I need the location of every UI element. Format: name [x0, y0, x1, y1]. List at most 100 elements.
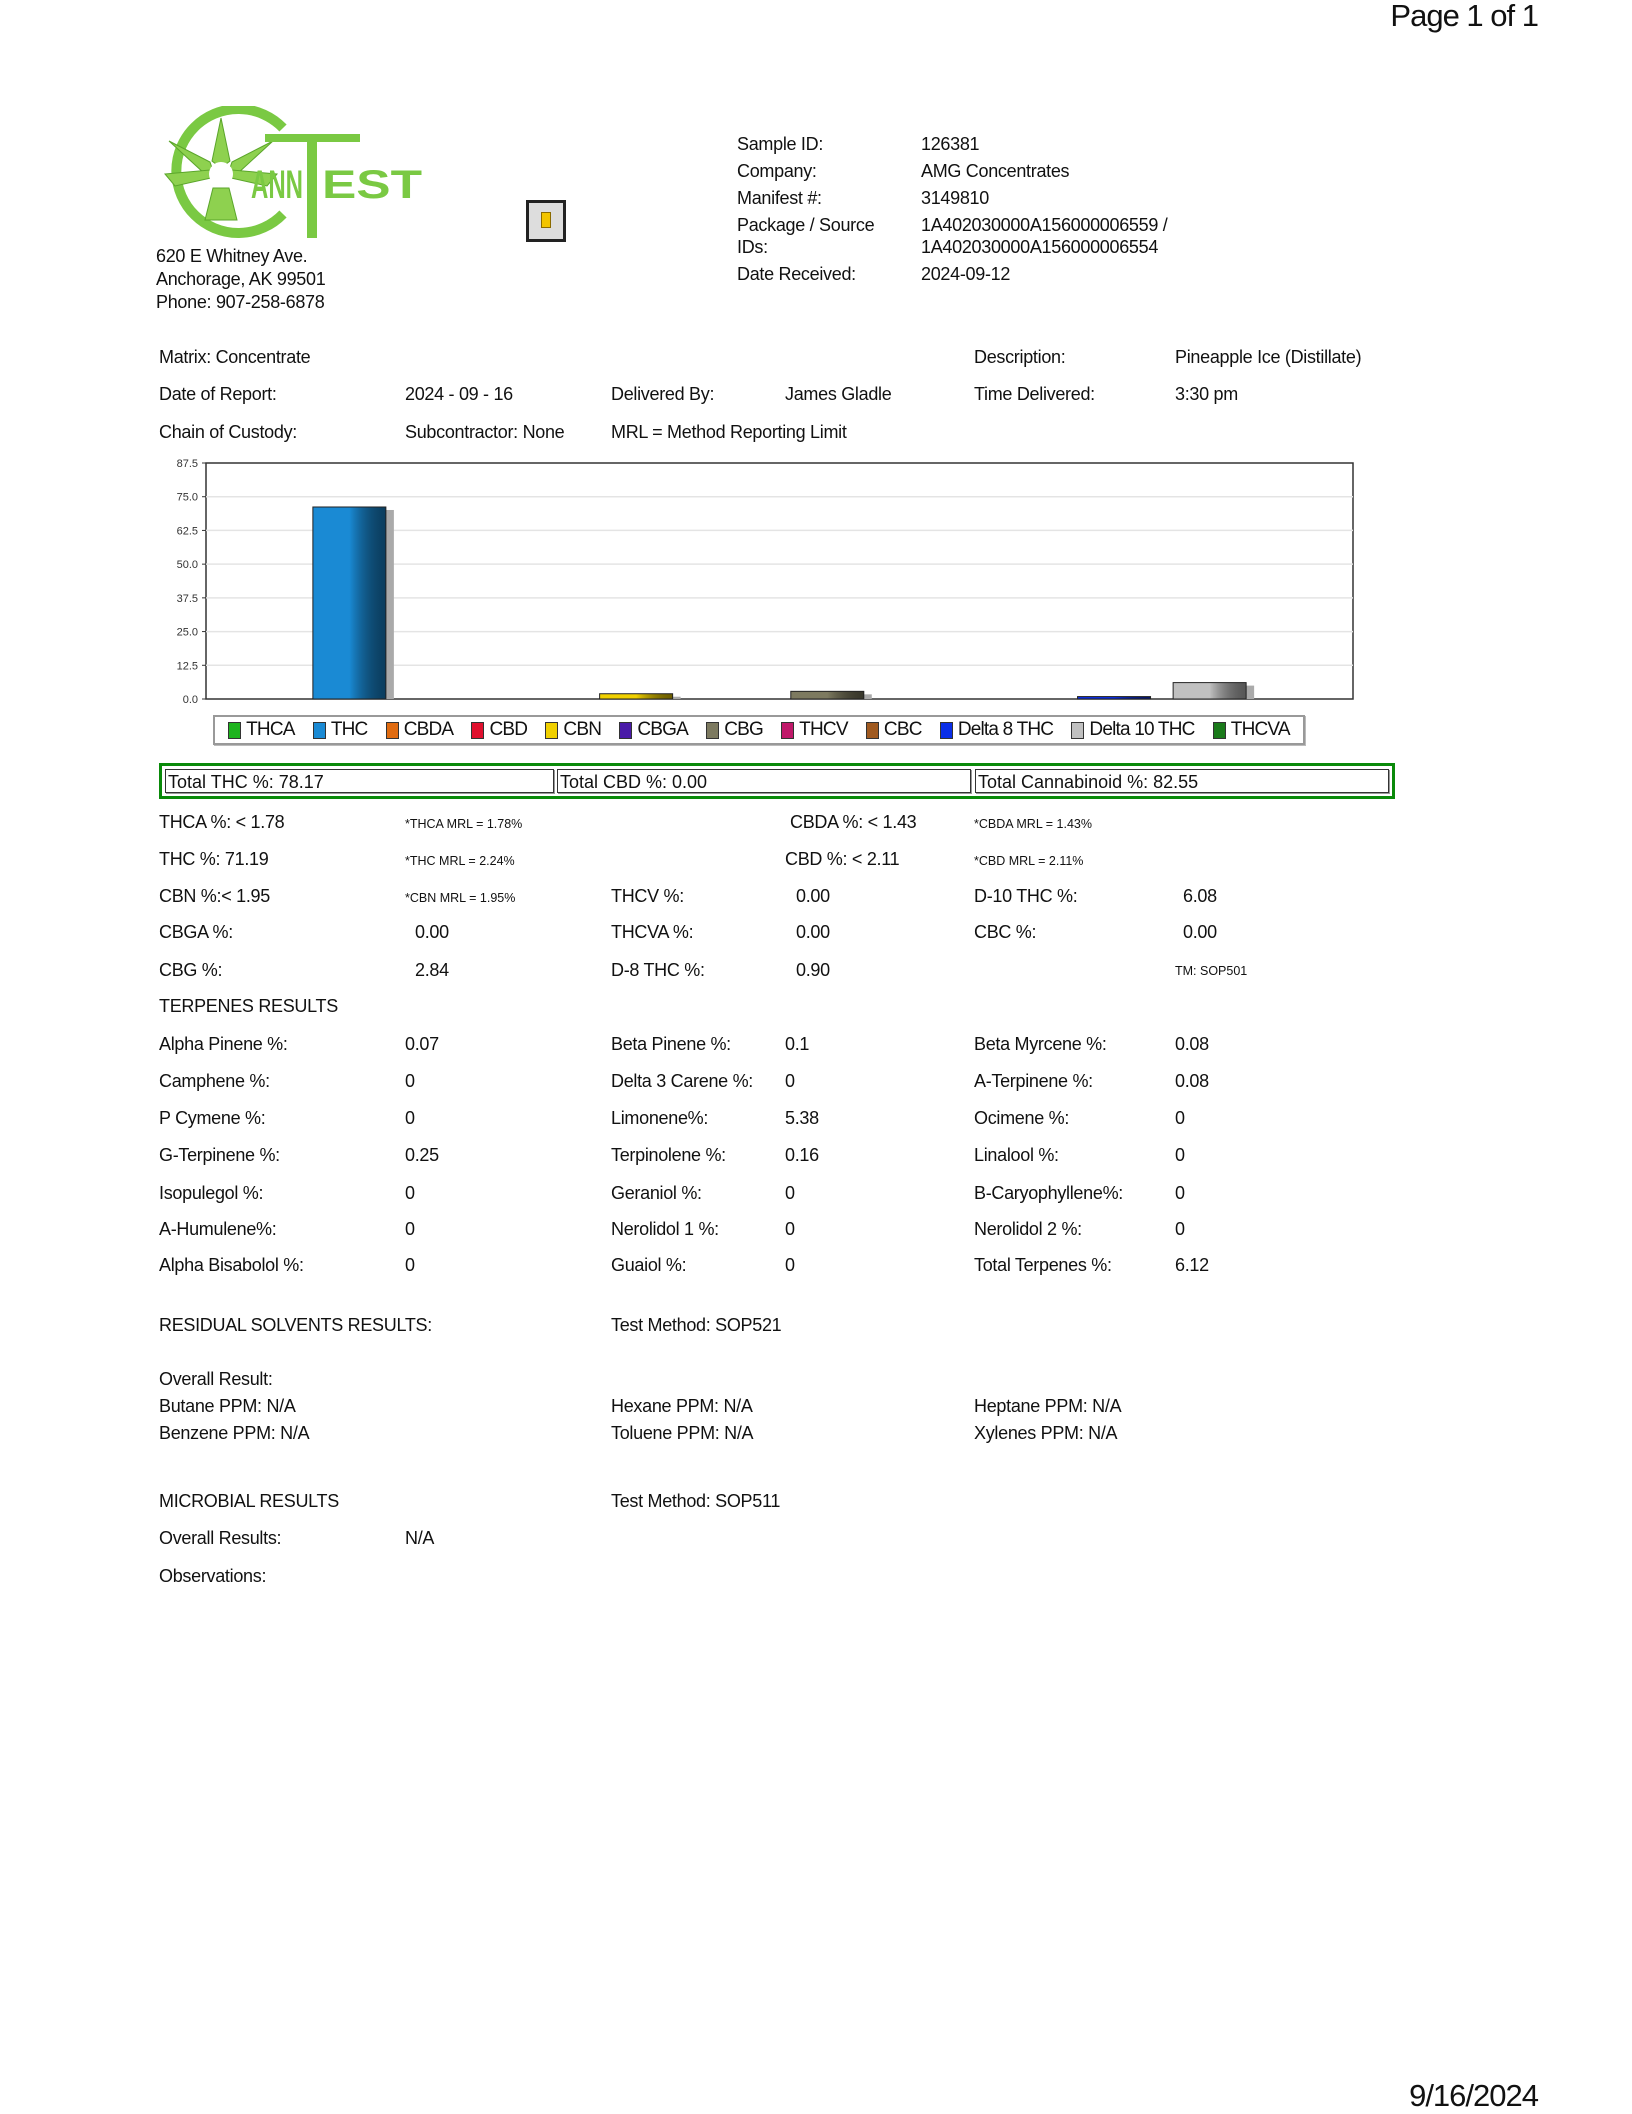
- y-tick-label: 62.5: [177, 525, 198, 537]
- cbn-mrl: *CBN MRL = 1.95%: [405, 891, 516, 905]
- bar-shading: [599, 693, 674, 700]
- legend-swatch: [228, 721, 242, 739]
- terpene-label: Beta Pinene %:: [611, 1034, 731, 1054]
- footer-date: 9/16/2024: [1409, 2078, 1539, 2113]
- legend-item: CBGA: [619, 719, 689, 741]
- matrix: Matrix: Concentrate: [159, 347, 311, 367]
- total-thc: Total THC %: 78.17: [165, 769, 554, 793]
- description-label: Description:: [974, 347, 1066, 367]
- cbd-result: CBD %: < 2.11: [785, 849, 900, 869]
- heptane: Heptane PPM: N/A: [974, 1396, 1122, 1416]
- microbial-overall: N/A: [405, 1528, 435, 1548]
- cbga-label: CBGA %:: [159, 922, 233, 942]
- manifest-label: Manifest #:: [737, 188, 822, 208]
- thcva-label: THCVA %:: [611, 922, 694, 942]
- terpene-value: 0: [785, 1071, 795, 1091]
- legend-swatch: [385, 721, 399, 739]
- terpene-value: 0.08: [1175, 1071, 1209, 1091]
- terpene-value: 5.38: [785, 1108, 819, 1128]
- received-label: Date Received:: [737, 264, 856, 284]
- plot-area: [205, 462, 1354, 700]
- time-delivered-label: Time Delivered:: [974, 384, 1095, 404]
- thc-result: THC %: 71.19: [159, 849, 269, 869]
- terpene-value: 0.16: [785, 1145, 819, 1165]
- thc-mrl: *THC MRL = 2.24%: [405, 854, 515, 868]
- terpene-label: Alpha Bisabolol %:: [159, 1255, 304, 1275]
- legend-swatch: [781, 721, 795, 739]
- report-date: 2024 - 09 - 16: [405, 384, 513, 404]
- y-tick-label: 37.5: [177, 593, 198, 605]
- lab-address-2: Anchorage, AK 99501: [156, 269, 326, 289]
- legend-label: CBGA: [637, 719, 688, 740]
- terpene-value: 0.08: [1175, 1034, 1209, 1054]
- terpene-label: Linalool %:: [974, 1145, 1059, 1165]
- terpene-value: 0: [1175, 1183, 1185, 1203]
- terpene-value: 0: [1175, 1219, 1185, 1239]
- legend-item: Delta 10 THC: [1071, 719, 1195, 741]
- legend-swatch: [1071, 721, 1085, 739]
- terpene-label: Nerolidol 1 %:: [611, 1219, 719, 1239]
- y-tick-label: 87.5: [177, 458, 198, 470]
- legend-item: CBN: [545, 719, 602, 741]
- thcv-label: THCV %:: [611, 886, 684, 906]
- bar-shading: [312, 506, 387, 700]
- total-cannabinoid: Total Cannabinoid %: 82.55: [975, 769, 1389, 793]
- solvents-method: Test Method: SOP521: [611, 1315, 782, 1335]
- legend-swatch: [865, 721, 879, 739]
- microbial-method: Test Method: SOP511: [611, 1491, 781, 1511]
- microbial-heading: MICROBIAL RESULTS: [159, 1491, 339, 1511]
- legend-label: THCV: [799, 719, 848, 740]
- terpene-value: 0: [785, 1255, 795, 1275]
- cbga-value: 0.00: [415, 922, 449, 942]
- custody-label: Chain of Custody:: [159, 422, 297, 442]
- benzene: Benzene PPM: N/A: [159, 1423, 310, 1443]
- terpene-value: 0.25: [405, 1145, 439, 1165]
- terpene-value: 0: [785, 1219, 795, 1239]
- legend-item: CBC: [865, 719, 923, 741]
- legend-label: CBD: [489, 719, 528, 740]
- legend-swatch: [939, 721, 953, 739]
- terpene-value: 0: [405, 1255, 415, 1275]
- company: AMG Concentrates: [921, 161, 1070, 181]
- terpene-label: Beta Myrcene %:: [974, 1034, 1107, 1054]
- cbda-result: CBDA %: < 1.43: [790, 812, 917, 832]
- cbd-mrl: *CBD MRL = 2.11%: [974, 854, 1084, 868]
- legend-swatch: [545, 721, 559, 739]
- manifest: 3149810: [921, 188, 989, 208]
- legend-swatch: [619, 721, 633, 739]
- custody: Subcontractor: None: [405, 422, 565, 442]
- package-id-2: 1A402030000A156000006554: [921, 237, 1159, 257]
- terpene-label: B-Caryophyllene%:: [974, 1183, 1123, 1203]
- terpene-label: P Cymene %:: [159, 1108, 266, 1128]
- legend-swatch: [471, 721, 485, 739]
- terpenes-heading: TERPENES RESULTS: [159, 996, 338, 1016]
- terpene-label: Isopulegol %:: [159, 1183, 264, 1203]
- solvents-overall: Overall Result:: [159, 1369, 273, 1389]
- legend-item: THCA: [228, 719, 295, 741]
- butane: Butane PPM: N/A: [159, 1396, 296, 1416]
- cbc-label: CBC %:: [974, 922, 1037, 942]
- terpene-value: 0.07: [405, 1034, 439, 1054]
- terpene-value: 0: [405, 1219, 415, 1239]
- package-label: Package / Source: [737, 215, 875, 235]
- time-delivered: 3:30 pm: [1175, 384, 1238, 404]
- legend-label: CBC: [883, 719, 923, 740]
- package-label-2: IDs:: [737, 237, 768, 257]
- legend-item: THC: [312, 719, 368, 741]
- legend-item: CBDA: [385, 719, 454, 741]
- total-cbd: Total CBD %: 0.00: [557, 769, 971, 793]
- legend-swatch: [312, 721, 326, 739]
- legend-label: CBG: [724, 719, 764, 740]
- hexane: Hexane PPM: N/A: [611, 1396, 753, 1416]
- page-number: Page 1 of 1: [1390, 0, 1539, 33]
- d8-value: 0.90: [796, 960, 830, 980]
- legend-item: Delta 8 THC: [939, 719, 1054, 741]
- y-tick-label: 25.0: [177, 627, 198, 639]
- terpene-label: Total Terpenes %:: [974, 1255, 1112, 1275]
- y-tick-label: 75.0: [177, 492, 198, 504]
- sample-id: 126381: [921, 134, 980, 154]
- legend-label: THC: [330, 719, 368, 740]
- legend-label: Delta 10 THC: [1089, 719, 1195, 740]
- cbg-label: CBG %:: [159, 960, 223, 980]
- received: 2024-09-12: [921, 264, 1011, 284]
